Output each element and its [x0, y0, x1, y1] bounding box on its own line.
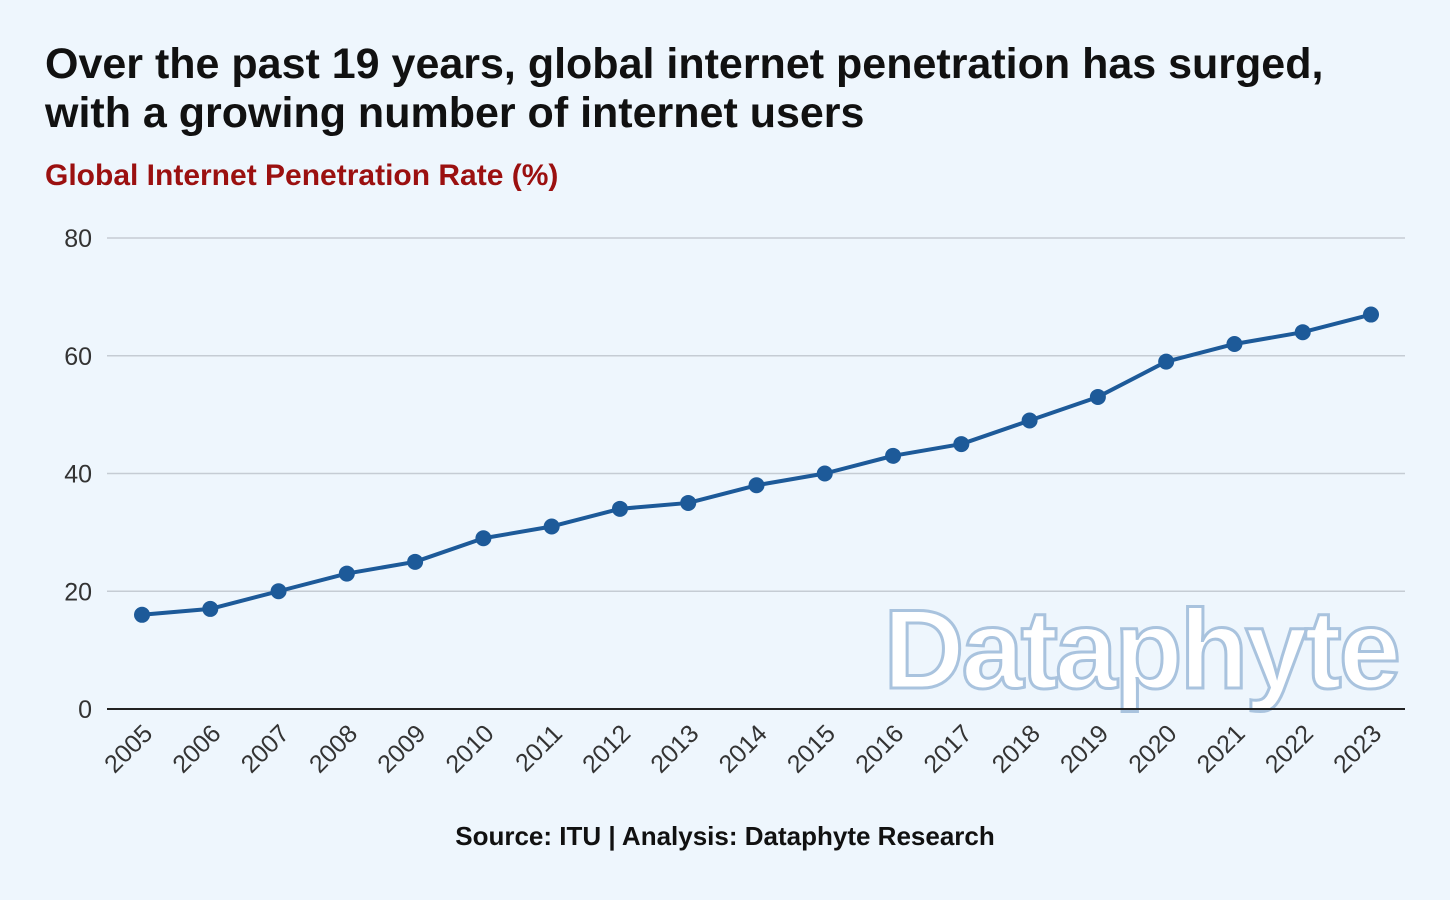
data-point — [475, 530, 492, 547]
data-point — [1363, 306, 1379, 323]
gridlines — [107, 237, 1405, 592]
series-layer — [134, 306, 1379, 623]
data-point — [953, 436, 970, 453]
data-point — [1294, 324, 1311, 341]
data-point — [611, 500, 628, 517]
chart-title: Over the past 19 years, global internet … — [45, 40, 1324, 137]
data-point — [1021, 412, 1038, 429]
watermark-layer: Dataphyte — [882, 586, 1402, 714]
data-point — [1158, 353, 1175, 370]
data-point — [543, 518, 560, 535]
x-tick-label: 2018 — [987, 719, 1046, 778]
y-tick-label: 0 — [78, 696, 92, 724]
x-tick-label: 2008 — [304, 719, 363, 778]
data-point — [816, 465, 833, 482]
data-point — [1089, 388, 1106, 405]
y-tick-label: 80 — [64, 225, 92, 253]
data-point — [748, 477, 765, 494]
source-note: Source: ITU | Analysis: Dataphyte Resear… — [455, 821, 995, 851]
x-tick-label: 2010 — [440, 719, 499, 778]
data-point — [202, 600, 219, 617]
x-tick-label: 2019 — [1055, 719, 1114, 778]
x-tick-label: 2006 — [167, 719, 226, 778]
x-tick-label: 2007 — [236, 719, 295, 778]
data-point — [1226, 335, 1243, 352]
data-point — [134, 606, 150, 623]
x-tick-label: 2023 — [1328, 719, 1387, 778]
x-tick-label: 2021 — [1192, 719, 1251, 778]
data-point — [680, 494, 697, 511]
x-tick-label: 2005 — [99, 719, 158, 778]
y-tick-label: 20 — [64, 578, 92, 606]
data-point — [338, 565, 355, 582]
x-tick-label: 2022 — [1260, 719, 1319, 778]
y-tick-label: 60 — [64, 343, 92, 371]
x-tick-label: 2016 — [850, 719, 909, 778]
x-tick-label: 2013 — [645, 719, 704, 778]
data-point — [407, 553, 424, 570]
y-tick-label: 40 — [64, 461, 92, 489]
x-tick-label: 2020 — [1123, 719, 1182, 778]
chart-subtitle: Global Internet Penetration Rate (%) — [45, 159, 559, 192]
x-tick-label: 2011 — [510, 719, 568, 777]
data-point — [270, 583, 287, 600]
x-tick-label: 2012 — [577, 719, 636, 778]
series-line — [140, 312, 1373, 617]
watermark-logo: Dataphyte — [884, 587, 1398, 712]
x-tick-label: 2015 — [782, 719, 841, 778]
x-tick-label: 2014 — [714, 719, 773, 778]
x-tick-label: 2017 — [918, 719, 977, 778]
data-point — [885, 447, 902, 464]
x-tick-label: 2009 — [372, 719, 431, 778]
